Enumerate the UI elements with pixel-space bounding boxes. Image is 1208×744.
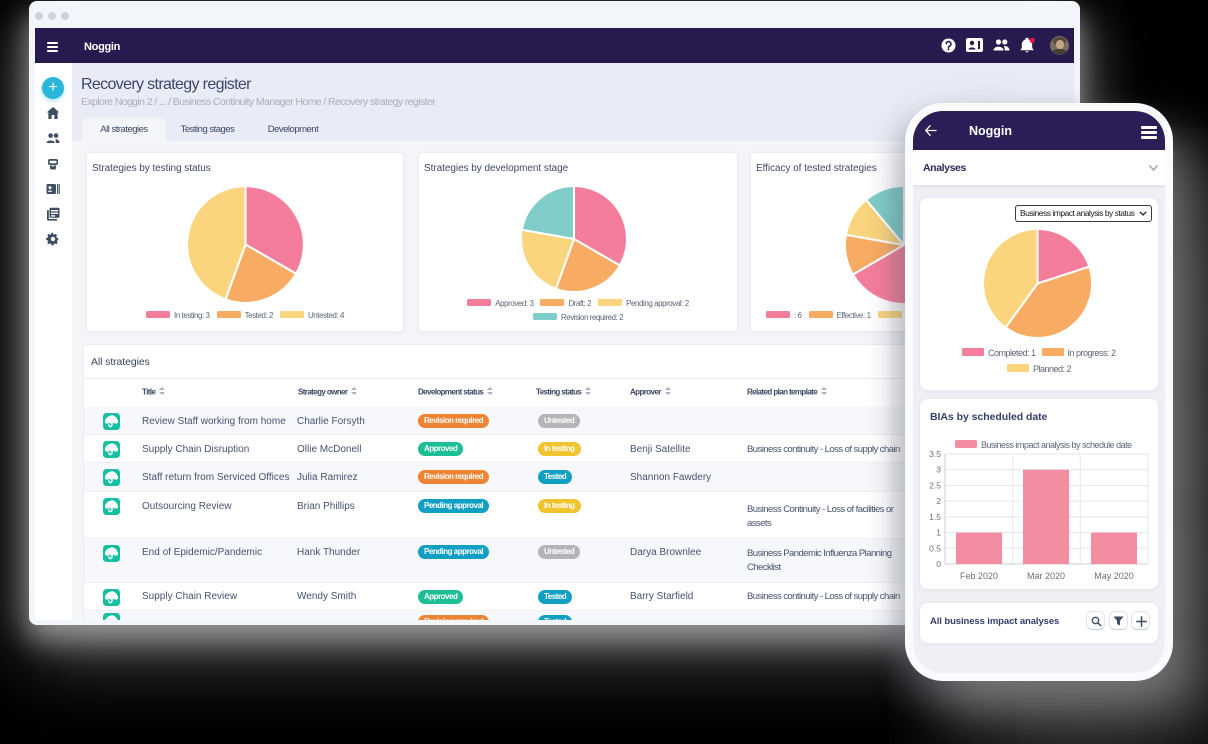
svg-text:2: 2 — [936, 496, 941, 506]
svg-text:0.5: 0.5 — [929, 543, 941, 553]
svg-text:2.5: 2.5 — [929, 480, 941, 490]
svg-text:3.5: 3.5 — [929, 449, 941, 459]
svg-text:May 2020: May 2020 — [1094, 571, 1134, 581]
svg-text:Mar 2020: Mar 2020 — [1027, 571, 1065, 581]
svg-text:1.5: 1.5 — [929, 512, 941, 522]
svg-text:1: 1 — [936, 528, 941, 538]
svg-text:Feb 2020: Feb 2020 — [960, 571, 998, 581]
svg-text:0: 0 — [936, 559, 941, 569]
svg-text:3: 3 — [936, 465, 941, 475]
